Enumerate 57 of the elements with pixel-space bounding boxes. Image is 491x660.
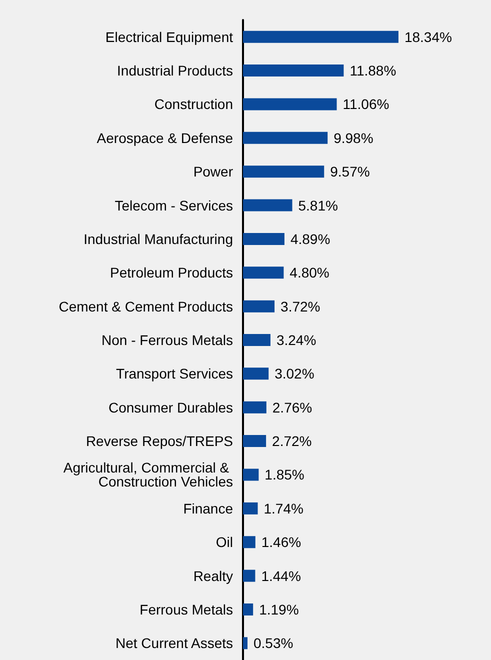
y-tick-label: Oil xyxy=(216,534,233,550)
y-tick-label: Reverse Repos/TREPS xyxy=(86,433,233,450)
bar xyxy=(243,132,328,144)
bar xyxy=(243,368,269,380)
data-label: 4.89% xyxy=(290,230,330,247)
bar xyxy=(243,637,248,650)
data-label: 1.46% xyxy=(261,534,302,550)
y-tick-label: Non - Ferrous Metals xyxy=(102,332,233,348)
bar xyxy=(243,603,254,616)
data-label: 1.85% xyxy=(264,466,304,483)
y-tick-label: Cement & Cement Products xyxy=(58,298,233,314)
y-tick-label: Transport Services xyxy=(116,366,233,382)
data-label: 2.72% xyxy=(272,433,312,450)
data-label: 4.80% xyxy=(290,264,330,281)
data-label: 2.76% xyxy=(272,399,312,416)
y-tick-label: Construction xyxy=(154,96,233,112)
data-label: 1.74% xyxy=(264,500,304,516)
data-label: 0.53% xyxy=(253,635,294,652)
bar xyxy=(243,468,259,481)
y-tick-label: Ferrous Metals xyxy=(140,601,233,618)
bar xyxy=(243,502,258,514)
data-label: 1.44% xyxy=(261,568,301,584)
bar xyxy=(243,232,284,245)
y-tick-label: Agricultural, Commercial & Construction Vehicles xyxy=(63,460,233,490)
y-tick-label: Industrial Manufacturing xyxy=(84,230,233,247)
data-label: 3.24% xyxy=(276,332,316,348)
bar xyxy=(243,98,337,110)
bar xyxy=(243,199,292,212)
y-tick-label: Finance xyxy=(183,500,234,516)
y-tick-label: Realty xyxy=(193,568,233,584)
data-label: 5.81% xyxy=(298,197,338,214)
data-label: 3.72% xyxy=(280,298,320,314)
y-tick-label: Industrial Products xyxy=(117,62,233,79)
y-tick-label: Petroleum Products xyxy=(110,264,233,281)
bar xyxy=(243,401,266,414)
y-tick-label: Net Current Assets xyxy=(116,635,233,652)
y-tick-label: Telecom - Services xyxy=(114,197,233,214)
data-label: 3.02% xyxy=(274,366,314,382)
bar xyxy=(243,435,266,448)
data-label: 11.06% xyxy=(342,96,390,112)
bar xyxy=(243,570,256,582)
bar xyxy=(243,536,256,548)
bar xyxy=(243,334,270,346)
bar xyxy=(243,166,324,178)
data-label: 9.98% xyxy=(334,130,374,146)
data-label: 9.57% xyxy=(330,164,370,180)
y-tick-label: Power xyxy=(193,164,234,180)
bar xyxy=(243,300,275,312)
data-label: 1.19% xyxy=(259,601,299,618)
y-tick-label: Aerospace & Defense xyxy=(96,130,234,146)
data-label: 18.34% xyxy=(404,28,452,45)
y-tick-label: Consumer Durables xyxy=(108,399,233,416)
bar xyxy=(243,266,284,279)
bar xyxy=(243,64,344,77)
data-label: 11.88% xyxy=(350,62,396,79)
bar xyxy=(243,30,398,43)
y-tick-label: Electrical Equipment xyxy=(105,28,234,45)
